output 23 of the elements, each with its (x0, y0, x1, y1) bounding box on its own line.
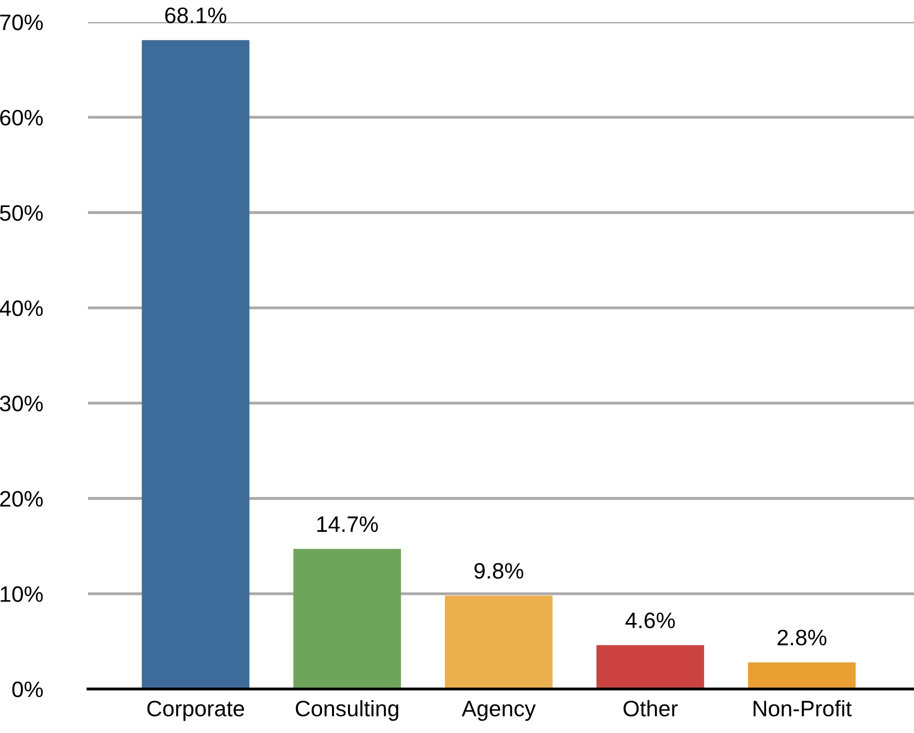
x-tick-label: Other (624, 700, 678, 716)
y-tick-label: 30% (0, 396, 43, 412)
x-tick-label: Corporate (147, 700, 244, 721)
y-tick-label: 60% (0, 110, 43, 126)
bar (444, 596, 553, 689)
data-label: 2.8% (778, 630, 826, 646)
x-tick-label: Agency (462, 700, 536, 721)
y-tick-label: 70% (0, 14, 43, 30)
y-tick-label: 20% (0, 490, 43, 507)
bar (748, 662, 856, 689)
data-label: 14.7% (317, 516, 378, 532)
data-label: 4.6% (625, 612, 675, 628)
bar (596, 645, 704, 689)
x-tick-label: Consulting (296, 700, 398, 721)
x-tick-label: Non-Profit (754, 700, 852, 716)
y-tick-label: 0% (12, 682, 43, 698)
bar (293, 548, 401, 689)
y-tick-label: 50% (0, 205, 43, 221)
data-label: 68.1% (165, 7, 226, 24)
bar (142, 40, 250, 689)
y-tick-label: 10% (0, 586, 43, 602)
data-label: 9.8% (474, 562, 524, 579)
y-tick-label: 40% (0, 300, 43, 316)
